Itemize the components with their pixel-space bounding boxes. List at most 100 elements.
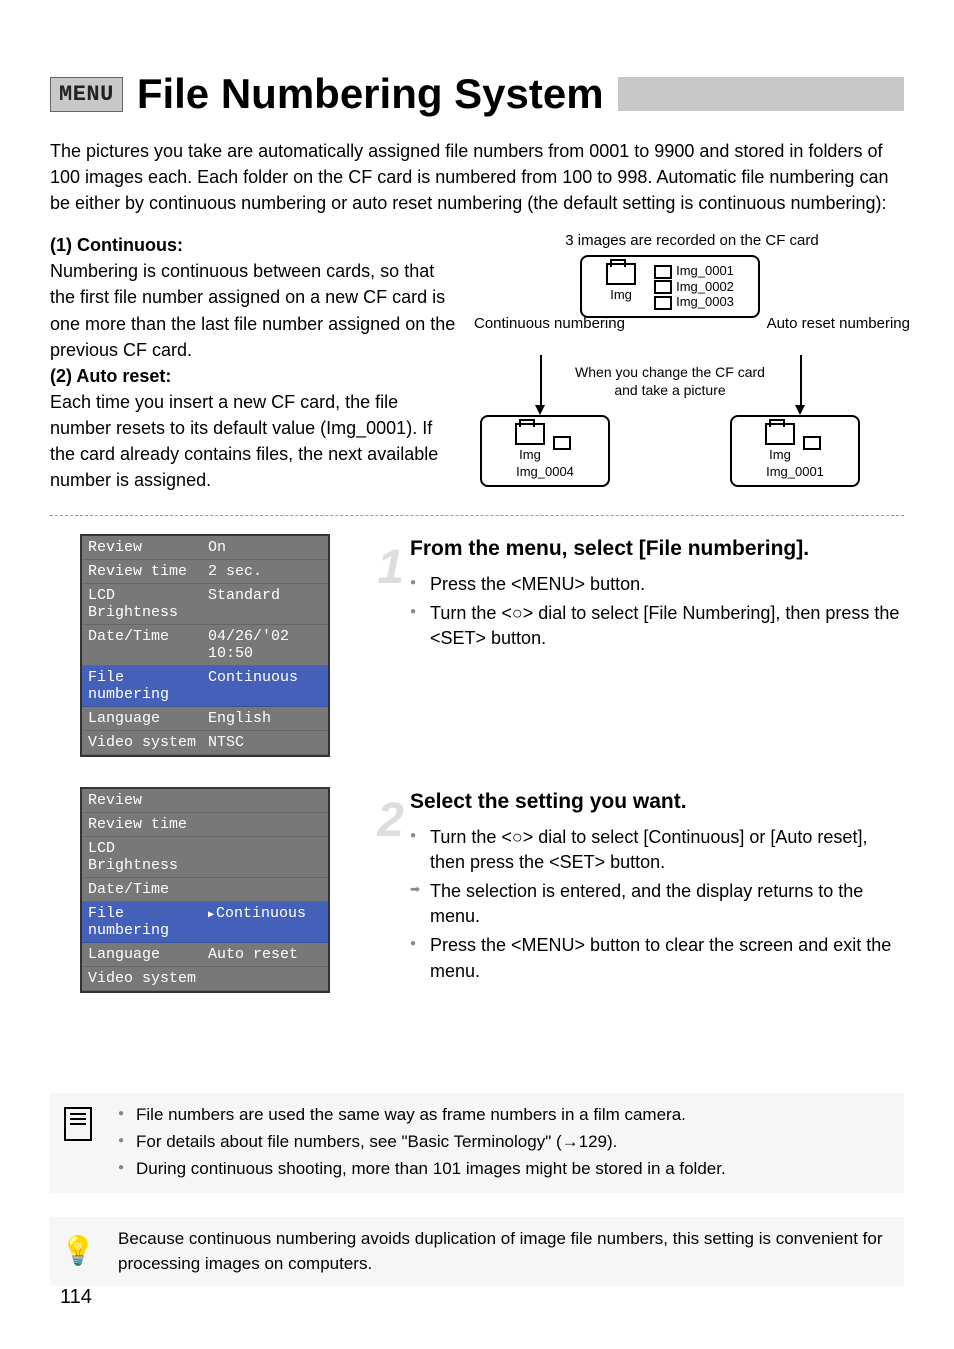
diagram-bottom-right-card: Img Img_0001 [730,415,860,487]
step-2-heading: Select the setting you want. [410,787,904,816]
file-name: Img_0004 [516,464,574,479]
step-1-row: ReviewOnReview time2 sec.LCD BrightnessS… [50,534,904,757]
title-bar [618,77,904,111]
step-1-text: 1 From the menu, select [File numbering]… [360,534,904,757]
file-icon [654,296,672,310]
file-icon [553,436,571,450]
menu-row: LCD BrightnessStandard [82,584,328,625]
folder-icon [515,423,545,445]
separator [50,515,904,516]
step-2-text: 2 Select the setting you want. Turn the … [360,787,904,993]
step-bullet: Press the <MENU> button to clear the scr… [410,933,904,983]
menu-row: LanguageAuto reset [82,943,328,967]
step-bullet: The selection is entered, and the displa… [410,879,904,929]
menu-row-value [208,840,322,874]
menu-row-value: 04/26/'02 10:50 [208,628,322,662]
menu-row-label: Language [88,946,208,963]
note-2-text: Because continuous numbering avoids dupl… [118,1227,896,1276]
note-1-list: File numbers are used the same way as fr… [118,1103,726,1183]
note-bullet: For details about file numbers, see "Bas… [118,1130,726,1155]
folder-label: Img [515,447,545,462]
menu-row: Review time [82,813,328,837]
modes-and-diagram-row: (1) Continuous: Numbering is continuous … [50,232,904,495]
menu-row-label: LCD Brightness [88,840,208,874]
step-bullet: Turn the <○> dial to select [File Number… [410,601,904,651]
menu-row-label: Review time [88,816,208,833]
diagram-left-label: Continuous numbering [474,315,625,333]
menu-row: File numberingContinuous [82,666,328,707]
menu-row: Date/Time [82,878,328,902]
file-name: Img_0002 [676,279,734,294]
menu-row: Review time2 sec. [82,560,328,584]
step-1-heading: From the menu, select [File numbering]. [410,534,904,563]
menu-row-value: 2 sec. [208,563,322,580]
menu-row: Review [82,789,328,813]
mode1-body: Numbering is continuous between cards, s… [50,258,460,362]
menu-row-value: Auto reset [208,946,322,963]
diagram-arrow [800,355,802,405]
diagram-area: 3 images are recorded on the CF card Img… [480,232,904,495]
menu-badge: MENU [50,77,123,112]
menu-row-label: Review time [88,563,208,580]
menu-row: Video systemNTSC [82,731,328,755]
diagram-arrowhead [535,405,545,415]
menu-screenshot-2: Review Review time LCD Brightness Date/Time… [80,787,330,993]
step-bullet: Press the <MENU> button. [410,572,904,597]
diagram-right-label: Auto reset numbering [767,315,910,333]
menu-row: Video system [82,967,328,991]
file-icon [654,265,672,279]
menu-row-value [208,881,322,898]
menu-row-label: File numbering [88,905,208,939]
menu-row-value [208,970,322,987]
file-name: Img_0003 [676,294,734,309]
diagram-arrow [540,355,542,405]
menu-row: File numberingContinuous [82,902,328,943]
folder-icon [606,263,636,285]
diagram-arrowhead [795,405,805,415]
folder-label: Img [765,447,795,462]
note-box-2: 💡 Because continuous numbering avoids du… [50,1217,904,1286]
modes-text: (1) Continuous: Numbering is continuous … [50,232,460,495]
intro-paragraph: The pictures you take are automatically … [50,138,904,216]
menu-row-value: Continuous [208,905,322,939]
menu-row-value: English [208,710,322,727]
folder-icon [765,423,795,445]
diagram-top-card: Img Img_0001 Img_0002 Img_0003 [580,255,760,318]
menu-row-value: On [208,539,322,556]
mode2-heading: (2) Auto reset: [50,366,171,386]
diagram-bottom-left-card: Img Img_0004 [480,415,610,487]
menu-screenshot-1: ReviewOnReview time2 sec.LCD BrightnessS… [80,534,330,757]
file-name: Img_0001 [676,263,734,278]
lightbulb-icon: 💡 [58,1227,98,1276]
diagram-change-label: When you change the CF card and take a p… [570,363,770,399]
document-icon [58,1103,98,1183]
menu-row: Date/Time04/26/'02 10:50 [82,625,328,666]
mode2-body: Each time you insert a new CF card, the … [50,389,460,493]
menu-row-label: LCD Brightness [88,587,208,621]
file-icon [803,436,821,450]
menu-row-value [208,792,322,809]
step-2-row: Review Review time LCD Brightness Date/Time… [50,787,904,993]
menu-row-value: Standard [208,587,322,621]
menu-row-label: File numbering [88,669,208,703]
menu-row-label: Date/Time [88,881,208,898]
menu-row-value [208,816,322,833]
page-title-row: MENU File Numbering System [50,70,904,118]
folder-label: Img [606,287,636,302]
menu-row-label: Video system [88,970,208,987]
diagram-caption: 3 images are recorded on the CF card [480,232,904,249]
file-icon [654,280,672,294]
note-bullet: File numbers are used the same way as fr… [118,1103,726,1128]
mode1-heading: (1) Continuous: [50,235,183,255]
menu-row: ReviewOn [82,536,328,560]
note-box-1: File numbers are used the same way as fr… [50,1093,904,1193]
page-title: File Numbering System [137,70,604,118]
file-name: Img_0001 [766,464,824,479]
menu-row-label: Video system [88,734,208,751]
menu-row-value: NTSC [208,734,322,751]
menu-row-label: Date/Time [88,628,208,662]
menu-row: LanguageEnglish [82,707,328,731]
step-number-2: 2 [360,787,404,847]
diagram: Img Img_0001 Img_0002 Img_0003 Continuou… [480,255,904,495]
menu-row: LCD Brightness [82,837,328,878]
